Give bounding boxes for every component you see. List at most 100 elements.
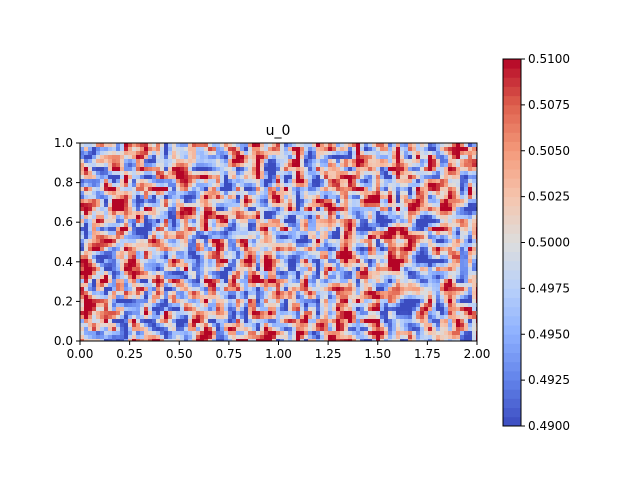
heatmap-cell <box>216 199 221 204</box>
heatmap-cell <box>204 171 209 176</box>
heatmap-cell <box>412 323 417 328</box>
heatmap-cell <box>284 163 289 168</box>
heatmap-cell <box>108 271 113 276</box>
heatmap-cell <box>256 207 261 212</box>
heatmap-cell <box>268 231 273 236</box>
heatmap-cell <box>404 299 409 304</box>
heatmap-cell <box>160 223 165 228</box>
heatmap-cell <box>124 315 129 320</box>
heatmap-cell <box>308 195 313 200</box>
heatmap-cell <box>456 275 461 280</box>
heatmap-cell <box>196 151 201 156</box>
heatmap-cell <box>240 247 245 252</box>
heatmap-cell <box>312 243 317 248</box>
heatmap-cell <box>364 251 369 256</box>
heatmap-cell <box>364 319 369 324</box>
heatmap-cell <box>324 151 329 156</box>
heatmap-cell <box>312 271 317 276</box>
heatmap-cell <box>404 159 409 164</box>
heatmap-cell <box>144 259 149 264</box>
heatmap-cell <box>288 227 293 232</box>
heatmap-cell <box>340 207 345 212</box>
heatmap-cell <box>300 311 305 316</box>
heatmap-cell <box>192 251 197 256</box>
heatmap-cell <box>212 227 217 232</box>
heatmap-cell <box>348 207 353 212</box>
heatmap-cell <box>268 199 273 204</box>
heatmap-cell <box>288 323 293 328</box>
heatmap-cell <box>368 227 373 232</box>
heatmap-cell <box>192 315 197 320</box>
heatmap-cell <box>444 143 449 148</box>
heatmap-cell <box>396 155 401 160</box>
heatmap-cell <box>328 227 333 232</box>
heatmap-cell <box>120 259 125 264</box>
heatmap-cell <box>340 299 345 304</box>
heatmap-cell <box>272 191 277 196</box>
heatmap-cell <box>344 175 349 180</box>
heatmap-cell <box>288 223 293 228</box>
heatmap-cell <box>84 219 89 224</box>
heatmap-cell <box>340 235 345 240</box>
heatmap-cell <box>216 247 221 252</box>
heatmap-cell <box>456 211 461 216</box>
heatmap-cell <box>200 291 205 296</box>
heatmap-cell <box>352 335 357 340</box>
heatmap-cell <box>160 251 165 256</box>
heatmap-cell <box>128 275 133 280</box>
heatmap-cell <box>248 203 253 208</box>
heatmap-cell <box>160 311 165 316</box>
heatmap-cell <box>304 243 309 248</box>
heatmap-cell <box>376 235 381 240</box>
heatmap-cell <box>96 275 101 280</box>
heatmap-cell <box>232 191 237 196</box>
heatmap-cell <box>104 147 109 152</box>
heatmap-cell <box>188 187 193 192</box>
heatmap-cell <box>352 267 357 272</box>
heatmap-cell <box>160 151 165 156</box>
heatmap-cell <box>368 339 373 341</box>
heatmap-cell <box>156 211 161 216</box>
heatmap-cell <box>296 255 301 260</box>
heatmap-cell <box>224 279 229 284</box>
heatmap-cell <box>444 255 449 260</box>
heatmap-cell <box>280 323 285 328</box>
heatmap-cell <box>372 251 377 256</box>
heatmap-cell <box>192 167 197 172</box>
heatmap-cell <box>156 307 161 312</box>
heatmap-cell <box>280 179 285 184</box>
heatmap-cell <box>200 275 205 280</box>
heatmap-cell <box>152 311 157 316</box>
heatmap-cell <box>176 195 181 200</box>
heatmap-cell <box>164 263 169 268</box>
heatmap-cell <box>172 223 177 228</box>
heatmap-cell <box>404 311 409 316</box>
heatmap-cell <box>460 311 465 316</box>
heatmap-cell <box>280 299 285 304</box>
heatmap-cell <box>136 287 141 292</box>
heatmap-cell <box>300 319 305 324</box>
heatmap-cell <box>404 195 409 200</box>
heatmap-cell <box>208 299 213 304</box>
heatmap-cell <box>356 183 361 188</box>
heatmap-cell <box>152 315 157 320</box>
heatmap-cell <box>268 291 273 296</box>
heatmap-cell <box>240 239 245 244</box>
heatmap-cell <box>140 311 145 316</box>
heatmap-cell <box>164 295 169 300</box>
heatmap-cell <box>344 259 349 264</box>
heatmap-cell <box>312 163 317 168</box>
heatmap-cell <box>288 303 293 308</box>
heatmap-cell <box>156 303 161 308</box>
heatmap-cell <box>248 159 253 164</box>
heatmap-cell <box>248 195 253 200</box>
heatmap-cell <box>152 219 157 224</box>
heatmap-cell <box>152 191 157 196</box>
heatmap-cell <box>184 319 189 324</box>
heatmap-cell <box>268 319 273 324</box>
heatmap-cell <box>276 247 281 252</box>
heatmap-cell <box>340 163 345 168</box>
heatmap-cell <box>172 239 177 244</box>
heatmap-cell <box>456 271 461 276</box>
heatmap-cell <box>356 159 361 164</box>
